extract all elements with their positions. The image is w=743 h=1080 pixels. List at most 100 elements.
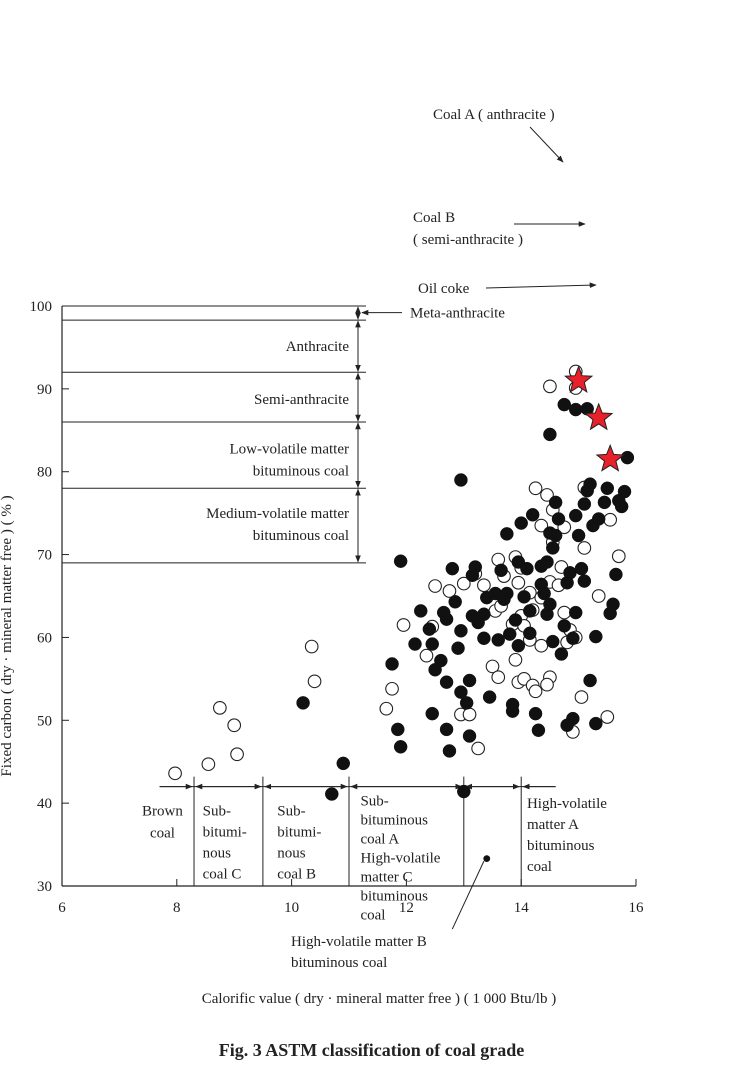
- filled-circle-point: [425, 637, 439, 651]
- filled-circle-point: [546, 541, 560, 555]
- filled-circle-point: [591, 512, 606, 526]
- oil-coke-label: Oil coke: [418, 281, 470, 297]
- filled-circle-point: [517, 590, 531, 604]
- open-circle-point: [379, 701, 394, 716]
- x-tick-label: 16: [629, 900, 645, 916]
- open-circle-point: [201, 757, 216, 772]
- filled-circle-point: [391, 722, 405, 737]
- filled-circle-point: [525, 508, 540, 522]
- class-label-sub-c: bitumi-: [203, 825, 247, 841]
- filled-circle-point: [325, 787, 339, 801]
- filled-circle-point: [609, 567, 623, 582]
- filled-circle-point: [546, 634, 560, 649]
- filled-circle-point: [600, 481, 615, 496]
- filled-circle-point: [597, 495, 612, 510]
- open-circle-point: [471, 741, 486, 756]
- x-axis-title: Calorific value ( dry · mineral matter f…: [202, 991, 556, 1007]
- filled-circle-point: [439, 612, 454, 626]
- filled-circle-point: [540, 555, 554, 569]
- filled-circle-point: [454, 685, 468, 699]
- filled-circle-point: [482, 690, 497, 704]
- open-circle-point: [577, 541, 592, 555]
- open-circle-point: [534, 638, 549, 653]
- filled-circle-point: [543, 597, 557, 612]
- filled-circle-point: [589, 716, 603, 731]
- x-tick-label: 12: [399, 900, 414, 916]
- filled-circle-point: [462, 729, 477, 743]
- class-label-medium-volatile: bituminous coal: [253, 528, 349, 544]
- open-circle-point: [307, 674, 322, 689]
- open-circle-point: [511, 575, 526, 590]
- filled-circle-point: [477, 631, 491, 646]
- open-circle-point: [543, 379, 557, 394]
- filled-circle-point: [494, 563, 508, 578]
- filled-circle-point: [589, 629, 603, 644]
- class-label-brown-coal: Brown: [142, 804, 183, 820]
- open-circle-point: [213, 701, 227, 715]
- open-circle-point: [485, 659, 500, 674]
- class-label-semi-anthracite: Semi-anthracite: [254, 392, 349, 408]
- open-circle-point: [304, 639, 319, 654]
- class-label-sub-b: Sub-: [277, 804, 305, 820]
- y-tick-label: 50: [37, 713, 52, 729]
- class-label-hv-a: matter A: [527, 817, 579, 833]
- open-circle-point: [574, 690, 589, 704]
- open-circle-point: [491, 670, 506, 685]
- open-circle-point: [611, 549, 626, 564]
- x-tick-label: 14: [514, 900, 530, 916]
- class-label-anthracite: Anthracite: [286, 339, 350, 355]
- filled-circle-point: [336, 756, 351, 771]
- filled-circle-point: [425, 706, 439, 721]
- class-label-low-volatile: Low-volatile matter: [229, 442, 349, 458]
- filled-circle-point: [514, 516, 528, 530]
- filled-circle-point: [543, 427, 557, 442]
- filled-circle-point: [468, 560, 483, 574]
- small-dot-point: [483, 855, 491, 863]
- open-circle-point: [557, 605, 572, 620]
- filled-circle-point: [557, 619, 571, 633]
- filled-circle-point: [439, 722, 454, 737]
- class-label-hv-a: bituminous: [527, 838, 595, 854]
- coal-a-label: Coal A ( anthracite ): [433, 107, 555, 123]
- filled-circle-point: [393, 554, 408, 568]
- filled-circle-point: [457, 784, 471, 799]
- open-circle-point: [600, 710, 615, 724]
- filled-circle-point: [385, 657, 399, 671]
- open-circle-point: [442, 584, 457, 598]
- filled-circle-point: [548, 495, 563, 510]
- oil-coke-label-pointer: [485, 282, 597, 289]
- y-tick-label: 80: [37, 465, 52, 481]
- class-label-sub-a: coal: [360, 908, 385, 924]
- filled-circle-point: [560, 718, 574, 733]
- filled-circle-point: [568, 508, 583, 523]
- class-label-hv-a: coal: [527, 859, 552, 875]
- x-tick-label: 6: [58, 900, 66, 916]
- class-label-hv-b: High-volatile matter B: [291, 934, 427, 950]
- star-marker: [595, 443, 625, 472]
- filled-circle-point: [462, 673, 477, 688]
- class-label-medium-volatile: Medium-volatile matter: [206, 506, 349, 522]
- class-label-sub-b: nous: [277, 846, 306, 862]
- filled-circle-point: [554, 647, 569, 661]
- class-label-sub-c: coal C: [203, 867, 242, 883]
- filled-circle-point: [434, 653, 448, 668]
- class-label-hv-a: High-volatile: [527, 796, 607, 812]
- filled-circle-point: [442, 744, 457, 758]
- y-tick-label: 90: [37, 382, 52, 398]
- class-label-low-volatile: bituminous coal: [253, 464, 349, 480]
- filled-circle-point: [531, 723, 546, 737]
- open-circle-point: [540, 488, 554, 502]
- open-circle-point: [385, 681, 399, 696]
- filled-circle-point: [523, 604, 537, 618]
- filled-circle-point: [583, 477, 597, 491]
- filled-circle-point: [520, 561, 534, 576]
- filled-circle-point: [508, 613, 523, 627]
- figure-caption: Fig. 3 ASTM classification of coal grade: [218, 1040, 525, 1060]
- filled-circle-point: [563, 566, 577, 580]
- highlighted-samples: Coal A ( anthracite ) Coal B ( semi-anthra…: [413, 107, 625, 472]
- class-label-sub-a: bituminous: [360, 813, 428, 829]
- filled-circle-point: [505, 704, 520, 718]
- filled-circle-point: [543, 526, 557, 540]
- class-label-sub-a: coal A: [360, 832, 399, 848]
